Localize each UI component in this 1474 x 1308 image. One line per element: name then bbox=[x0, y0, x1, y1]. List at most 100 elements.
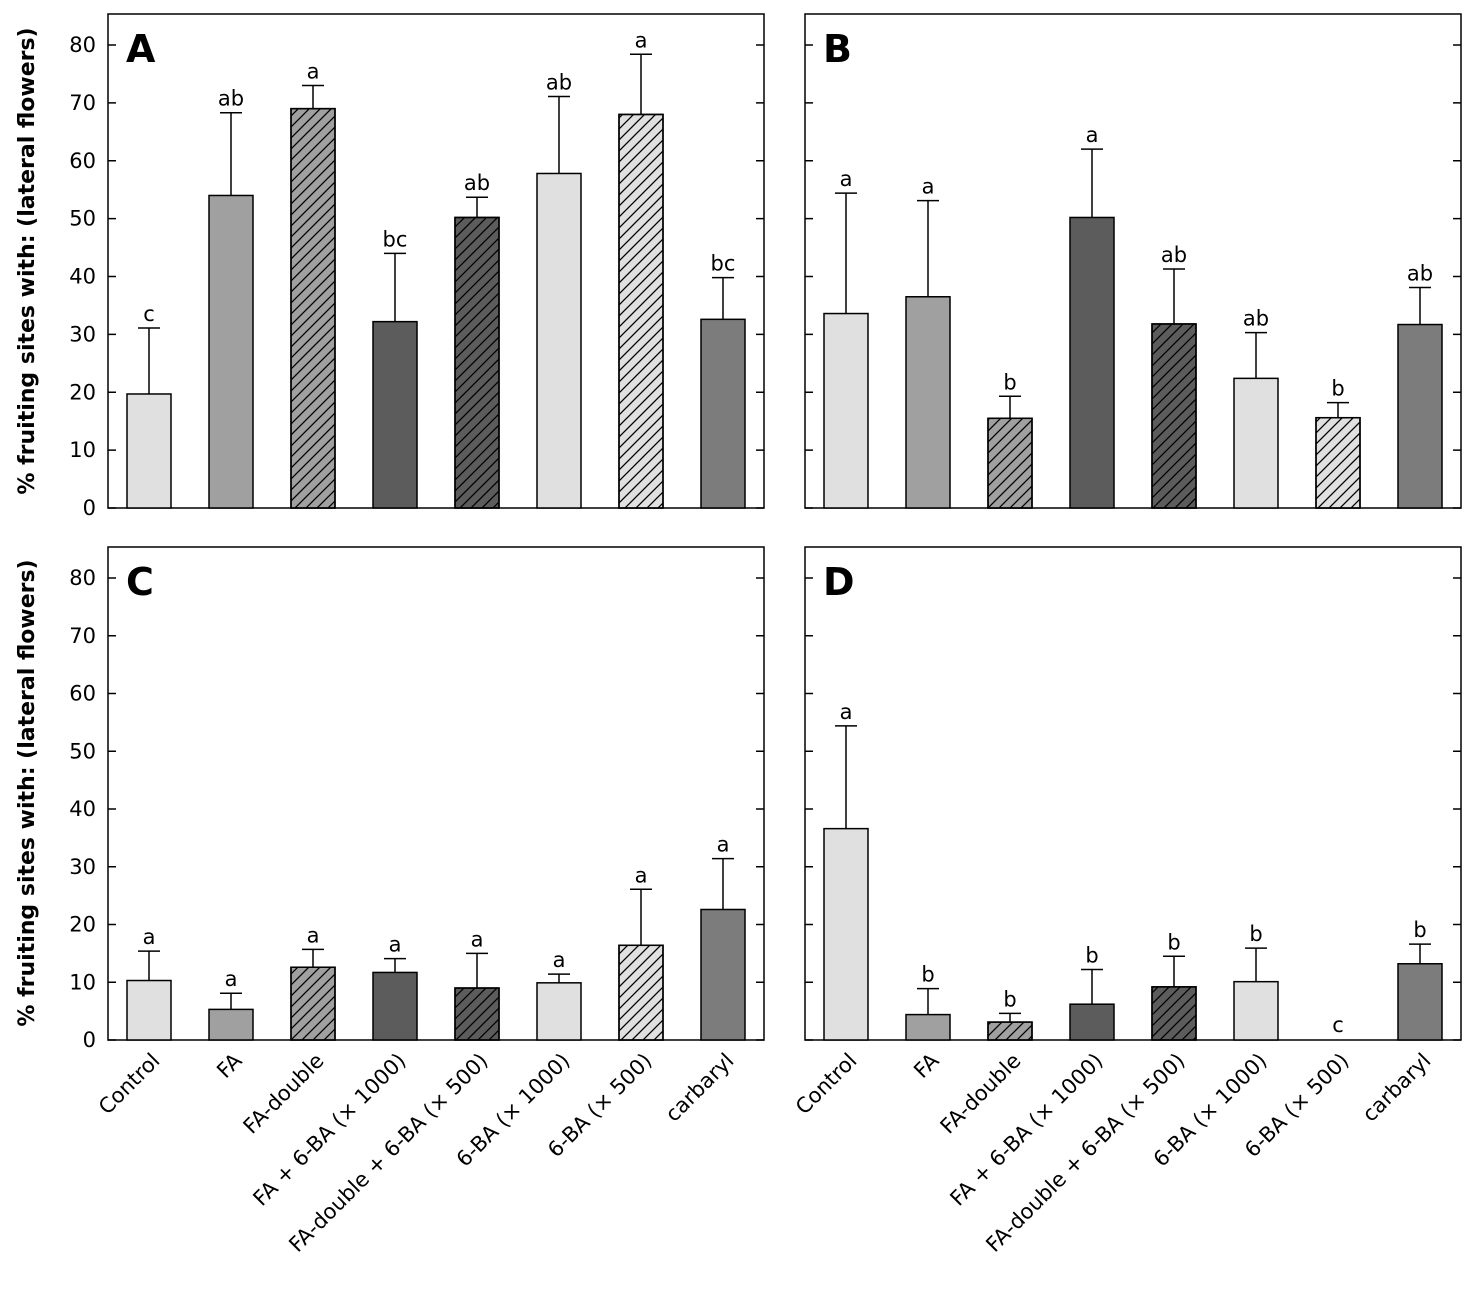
significance-letter: ab bbox=[546, 71, 572, 95]
y-tick-label: 50 bbox=[69, 739, 96, 763]
bar bbox=[905, 1013, 951, 1041]
x-category-label: FA-double bbox=[239, 1049, 329, 1139]
y-tick-label: 10 bbox=[69, 438, 96, 462]
bar bbox=[208, 1008, 254, 1041]
x-category-label: carbaryl bbox=[1358, 1049, 1436, 1127]
x-category-label: FA + 6-BA (× 1000) bbox=[248, 1049, 410, 1211]
significance-letter: bc bbox=[383, 227, 408, 251]
panel-d: Da Control b FA b FA-double b FA + 6-BA (× 1000… bbox=[791, 546, 1462, 1257]
significance-letter: a bbox=[307, 923, 320, 947]
bar bbox=[1069, 216, 1115, 509]
plot-frame bbox=[804, 13, 1462, 509]
panel-letter: C bbox=[126, 560, 154, 604]
y-tick-label: 40 bbox=[69, 797, 96, 821]
bar bbox=[372, 320, 418, 509]
bar bbox=[823, 827, 869, 1041]
significance-letter: a bbox=[553, 948, 566, 972]
significance-letter: a bbox=[922, 175, 935, 199]
significance-letter: b bbox=[1003, 370, 1016, 394]
y-tick-label: 20 bbox=[69, 913, 96, 937]
bar-hatch bbox=[1151, 323, 1197, 509]
significance-letter: b bbox=[1167, 930, 1180, 954]
bar-hatch bbox=[987, 1021, 1033, 1041]
significance-letter: ab bbox=[1407, 261, 1433, 285]
bar-hatch bbox=[618, 113, 664, 509]
bar-hatch bbox=[454, 987, 500, 1041]
panel-c: 0 10 20 30 40 50 60 70 80 Ca Control a FA a FA-double a… bbox=[69, 546, 765, 1257]
bar-hatch bbox=[1315, 416, 1361, 509]
bar bbox=[823, 312, 869, 509]
y-tick-label: 70 bbox=[69, 624, 96, 648]
plot-frame bbox=[107, 13, 765, 509]
bar bbox=[208, 194, 254, 509]
x-category-label: FA bbox=[212, 1048, 247, 1083]
significance-letter: ab bbox=[218, 87, 244, 111]
significance-letter: a bbox=[1086, 123, 1099, 147]
significance-letter: a bbox=[307, 60, 320, 84]
y-tick-label: 20 bbox=[69, 380, 96, 404]
x-category-label: Control bbox=[94, 1049, 165, 1120]
significance-letter: c bbox=[1332, 1013, 1344, 1037]
y-axis-label-bottom: % fruiting sites with: (lateral flowers) bbox=[15, 559, 40, 1026]
significance-letter: b bbox=[921, 963, 934, 987]
significance-letter: a bbox=[143, 925, 156, 949]
bar bbox=[126, 979, 172, 1041]
bar bbox=[700, 318, 746, 509]
bar bbox=[536, 172, 582, 509]
bar bbox=[1233, 377, 1279, 509]
y-axis-label-top: % fruiting sites with: (lateral flowers) bbox=[15, 27, 40, 494]
bar bbox=[372, 971, 418, 1041]
y-tick-label: 0 bbox=[83, 496, 96, 520]
y-tick-label: 40 bbox=[69, 265, 96, 289]
y-tick-label: 80 bbox=[69, 33, 96, 57]
bar bbox=[536, 982, 582, 1041]
x-category-label: FA bbox=[909, 1048, 944, 1083]
bar-hatch bbox=[1151, 986, 1197, 1041]
panel-letter: A bbox=[126, 27, 156, 71]
bar-hatch bbox=[618, 944, 664, 1041]
y-tick-label: 80 bbox=[69, 566, 96, 590]
bar bbox=[1397, 323, 1443, 509]
significance-letter: a bbox=[840, 700, 853, 724]
bar bbox=[126, 393, 172, 509]
bar bbox=[1397, 963, 1443, 1041]
significance-letter: a bbox=[635, 28, 648, 52]
x-category-label: FA + 6-BA (× 1000) bbox=[945, 1049, 1107, 1211]
significance-letter: b bbox=[1331, 377, 1344, 401]
significance-letter: a bbox=[225, 967, 238, 991]
panel-letter: B bbox=[823, 27, 852, 71]
significance-letter: ab bbox=[1243, 307, 1269, 331]
significance-letter: bc bbox=[711, 252, 736, 276]
y-tick-label: 50 bbox=[69, 207, 96, 231]
significance-letter: b bbox=[1003, 987, 1016, 1011]
y-tick-label: 10 bbox=[69, 970, 96, 994]
plot-frame bbox=[107, 546, 765, 1041]
significance-letter: a bbox=[635, 863, 648, 887]
y-tick-label: 60 bbox=[69, 149, 96, 173]
x-category-label: carbaryl bbox=[661, 1049, 739, 1127]
significance-letter: ab bbox=[464, 171, 490, 195]
bar bbox=[1233, 980, 1279, 1041]
y-tick-label: 0 bbox=[83, 1028, 96, 1052]
significance-letter: a bbox=[471, 927, 484, 951]
plot-frame bbox=[804, 546, 1462, 1041]
bar-hatch bbox=[454, 216, 500, 509]
panel-letter: D bbox=[823, 560, 855, 604]
significance-letter: a bbox=[717, 833, 730, 857]
y-tick-label: 70 bbox=[69, 91, 96, 115]
significance-letter: a bbox=[389, 933, 402, 957]
y-tick-label: 60 bbox=[69, 682, 96, 706]
significance-letter: a bbox=[840, 167, 853, 191]
significance-letter: b bbox=[1085, 944, 1098, 968]
significance-letter: b bbox=[1249, 922, 1262, 946]
bar-hatch bbox=[290, 107, 336, 509]
bar bbox=[700, 908, 746, 1041]
bar bbox=[1069, 1003, 1115, 1041]
significance-letter: ab bbox=[1161, 243, 1187, 267]
x-category-label: FA-double bbox=[936, 1049, 1026, 1139]
significance-letter: b bbox=[1413, 918, 1426, 942]
y-tick-label: 30 bbox=[69, 855, 96, 879]
bar-hatch bbox=[987, 417, 1033, 509]
